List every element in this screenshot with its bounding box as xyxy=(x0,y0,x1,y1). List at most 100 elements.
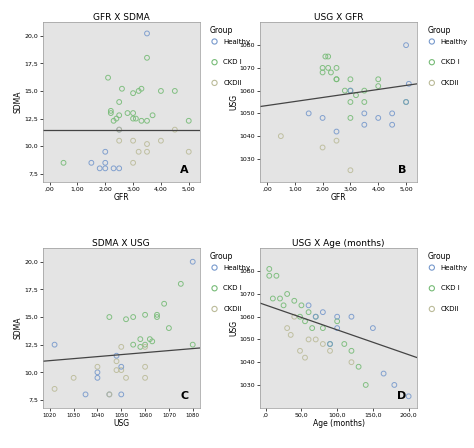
Point xyxy=(113,115,120,122)
Point xyxy=(402,99,410,106)
Point xyxy=(305,309,312,316)
Point xyxy=(118,391,125,398)
Point xyxy=(291,313,298,320)
Point xyxy=(141,374,149,381)
Point xyxy=(362,381,370,388)
Point xyxy=(113,358,120,365)
Text: CKD I: CKD I xyxy=(223,59,242,65)
Y-axis label: USG: USG xyxy=(229,94,238,110)
Point xyxy=(115,165,123,172)
Point xyxy=(341,87,349,94)
Point xyxy=(276,295,284,302)
Y-axis label: USG: USG xyxy=(229,320,238,336)
Text: Group: Group xyxy=(210,26,234,34)
Text: Healthy: Healthy xyxy=(223,39,250,44)
Point xyxy=(355,363,363,370)
Text: CKD I: CKD I xyxy=(223,285,242,291)
Point xyxy=(106,391,113,398)
Point xyxy=(265,272,273,280)
Text: CKDII: CKDII xyxy=(223,80,242,86)
Point xyxy=(141,341,149,348)
Title: USG X Age (months): USG X Age (months) xyxy=(292,239,385,248)
Point xyxy=(106,314,113,321)
Point xyxy=(283,290,291,297)
Point xyxy=(94,369,101,376)
Point xyxy=(374,114,382,121)
Text: C: C xyxy=(181,391,189,401)
Point xyxy=(107,107,115,114)
Point xyxy=(146,336,154,343)
Point xyxy=(115,112,123,119)
Point xyxy=(265,265,273,272)
Point xyxy=(51,385,58,392)
Point xyxy=(132,115,140,122)
Point xyxy=(113,366,120,374)
Point xyxy=(296,347,304,354)
Point xyxy=(346,87,354,94)
Point xyxy=(148,338,156,345)
Point xyxy=(380,370,387,377)
Point xyxy=(319,114,327,121)
Title: SDMA X USG: SDMA X USG xyxy=(92,239,150,248)
Point xyxy=(309,324,316,332)
Point xyxy=(296,313,304,320)
Point xyxy=(129,314,137,321)
Point xyxy=(405,80,413,87)
Point xyxy=(319,340,327,348)
Point xyxy=(319,69,327,76)
Point xyxy=(326,340,334,348)
Point xyxy=(160,300,168,307)
Text: CKDII: CKDII xyxy=(441,306,459,312)
X-axis label: GFR: GFR xyxy=(331,193,346,202)
Point xyxy=(141,363,149,370)
Point xyxy=(135,148,143,155)
X-axis label: GFR: GFR xyxy=(113,193,129,202)
Text: Healthy: Healthy xyxy=(441,39,468,44)
Point xyxy=(319,65,327,72)
Point xyxy=(333,318,341,325)
Point xyxy=(70,374,77,381)
Point xyxy=(361,110,368,117)
Point xyxy=(324,65,332,72)
Text: Healthy: Healthy xyxy=(223,265,250,271)
Point xyxy=(118,363,125,370)
Point xyxy=(165,324,173,332)
Point xyxy=(171,87,179,95)
Point xyxy=(283,324,291,332)
Point xyxy=(319,324,327,332)
Point xyxy=(141,343,149,350)
Point xyxy=(107,109,115,116)
Point xyxy=(327,69,335,76)
Point xyxy=(333,76,340,83)
Point xyxy=(346,99,354,106)
Point xyxy=(129,137,137,144)
Point xyxy=(82,391,89,398)
Point xyxy=(177,280,184,288)
Text: CKDII: CKDII xyxy=(441,80,459,86)
Point xyxy=(346,76,354,83)
Text: CKD I: CKD I xyxy=(441,285,459,291)
Point xyxy=(298,302,305,309)
Point xyxy=(110,165,118,172)
Point xyxy=(137,343,144,350)
Point xyxy=(312,313,319,320)
Point xyxy=(333,65,340,72)
Text: Group: Group xyxy=(210,252,234,261)
Point xyxy=(94,363,101,370)
Point xyxy=(333,313,341,320)
Point xyxy=(96,165,103,172)
Point xyxy=(305,336,312,343)
Point xyxy=(369,324,377,332)
Point xyxy=(153,311,161,319)
Point xyxy=(118,343,125,350)
Point xyxy=(143,117,151,125)
Point xyxy=(110,117,118,125)
Point xyxy=(153,314,161,321)
Point xyxy=(402,99,410,106)
Text: B: B xyxy=(398,165,406,175)
Point xyxy=(129,341,137,348)
Text: D: D xyxy=(397,391,406,401)
Point xyxy=(405,393,412,400)
Point xyxy=(157,137,164,144)
Point xyxy=(129,115,137,122)
